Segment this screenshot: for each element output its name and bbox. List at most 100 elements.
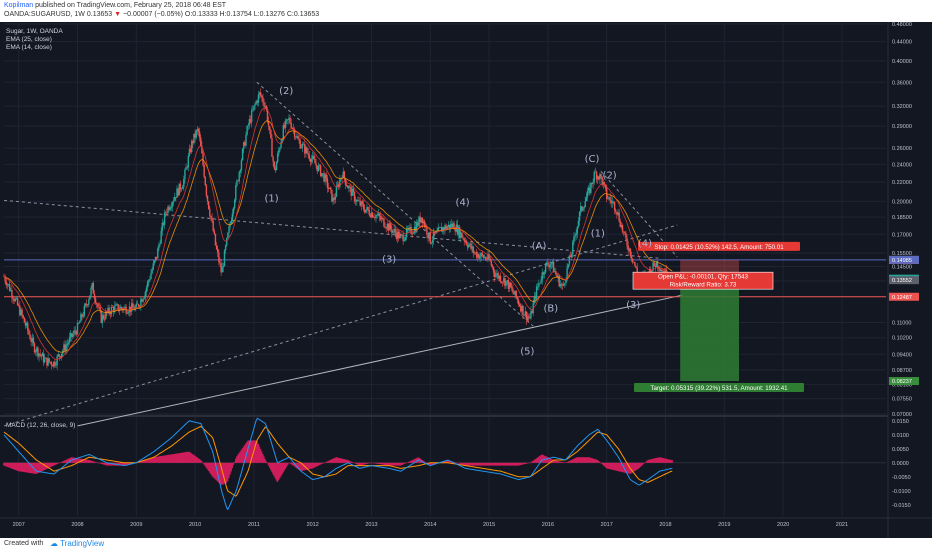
histogram-bar — [393, 462, 395, 466]
candle-body — [412, 232, 415, 234]
histogram-bar — [463, 462, 465, 466]
histogram-bar — [396, 462, 399, 466]
candle-body — [421, 217, 424, 224]
candle-body — [388, 223, 391, 231]
histogram-bar — [140, 461, 142, 463]
histogram-bar — [633, 462, 635, 472]
candle-body — [394, 228, 396, 233]
price-marker-bg — [889, 377, 919, 386]
candle-body — [599, 173, 601, 180]
candle-body — [214, 233, 217, 246]
histogram-bar — [403, 462, 405, 464]
candle-body — [418, 216, 420, 226]
histogram-bar — [88, 459, 90, 463]
candle-body — [618, 212, 620, 222]
candle-body — [442, 227, 444, 232]
candle-body — [526, 316, 529, 320]
candle-body — [290, 122, 292, 129]
candle-body — [662, 271, 664, 272]
histogram-bar — [481, 462, 483, 466]
candle-body — [111, 306, 114, 308]
candle-body — [36, 347, 38, 352]
candle-body — [224, 245, 227, 251]
histogram-bar — [610, 462, 612, 470]
candle-body — [393, 228, 395, 231]
candle-body — [335, 186, 338, 197]
histogram-bar — [158, 456, 160, 463]
histogram-bar — [647, 459, 650, 463]
time-axis[interactable]: 2007 2008 2009 2010 2011 2012 2013 2014 2015 2016… — [13, 522, 848, 528]
histogram-bar — [76, 458, 79, 463]
candle-body — [501, 281, 504, 283]
candle-body — [238, 172, 240, 182]
histogram-bar — [271, 462, 273, 473]
histogram-bar — [447, 460, 449, 463]
histogram-bar — [605, 462, 608, 469]
price-axis[interactable]: 0.48000 0.44000 0.40000 0.36000 0.32000 0.290… — [889, 22, 919, 509]
histogram-bar — [582, 457, 584, 463]
histogram-bar — [293, 462, 296, 467]
candles — [3, 88, 673, 370]
histogram-bar — [181, 452, 184, 463]
tradingview-logo[interactable]: ☁ TradingView — [50, 539, 105, 548]
position-tool[interactable]: Stop: 0.01425 (10.52%) 142.5, Amount: 75… — [632, 241, 804, 393]
histogram-bar — [652, 458, 654, 463]
candle-body — [196, 128, 199, 131]
candle-body — [593, 171, 595, 182]
candle-body — [126, 313, 128, 314]
histogram-bar — [359, 462, 361, 466]
candle-body — [331, 189, 333, 202]
candle-body — [577, 220, 580, 227]
candle-body — [298, 139, 300, 141]
candle-body — [229, 224, 231, 227]
candle-body — [11, 289, 13, 298]
candle-body — [120, 307, 123, 309]
histogram-bar — [533, 459, 535, 463]
histogram-bar — [509, 462, 512, 466]
grid-lines — [0, 22, 932, 538]
histogram-bar — [42, 462, 45, 471]
candle-body — [51, 365, 54, 367]
histogram-bar — [389, 462, 392, 466]
candle-body — [629, 248, 632, 257]
candle-body — [535, 286, 538, 299]
histogram-bar — [518, 462, 521, 466]
histogram-bar — [434, 462, 436, 465]
candle-body — [8, 284, 11, 291]
candle-body — [54, 361, 56, 366]
histogram-bar — [583, 457, 585, 463]
candle-body — [112, 307, 115, 312]
candle-body — [194, 133, 196, 138]
histogram-bar — [120, 462, 123, 466]
histogram-bar — [127, 462, 129, 465]
candle-body — [621, 224, 624, 232]
candle-body — [595, 172, 598, 180]
author-link[interactable]: Kopilman — [4, 2, 34, 9]
histogram-bar — [306, 462, 308, 470]
histogram-bar — [196, 457, 198, 463]
histogram-bar — [493, 462, 496, 466]
candle-body — [165, 212, 167, 214]
candle-body — [411, 233, 413, 235]
histogram-bar — [398, 462, 401, 466]
candle-body — [304, 144, 306, 154]
histogram-bar — [603, 462, 606, 467]
histogram-bar — [279, 462, 281, 479]
candle-body — [207, 201, 210, 209]
histogram-bar — [302, 462, 305, 471]
histogram-bar — [576, 457, 578, 463]
histogram-bar — [480, 462, 482, 466]
histogram-bar — [266, 462, 269, 464]
candle-body — [655, 261, 658, 267]
histogram-bar — [247, 440, 249, 463]
candle-body — [563, 283, 565, 286]
chart-svg[interactable]: Stop: 0.01425 (10.52%) 142.5, Amount: 75… — [0, 22, 932, 538]
histogram-bar — [553, 460, 556, 463]
histogram-bar — [313, 462, 315, 468]
candle-body — [162, 222, 165, 225]
macd-line — [3, 417, 673, 511]
histogram-bar — [457, 462, 460, 464]
candle-body — [250, 110, 253, 123]
candle-body — [594, 171, 597, 173]
chart-area[interactable]: Stop: 0.01425 (10.52%) 142.5, Amount: 75… — [0, 22, 932, 538]
